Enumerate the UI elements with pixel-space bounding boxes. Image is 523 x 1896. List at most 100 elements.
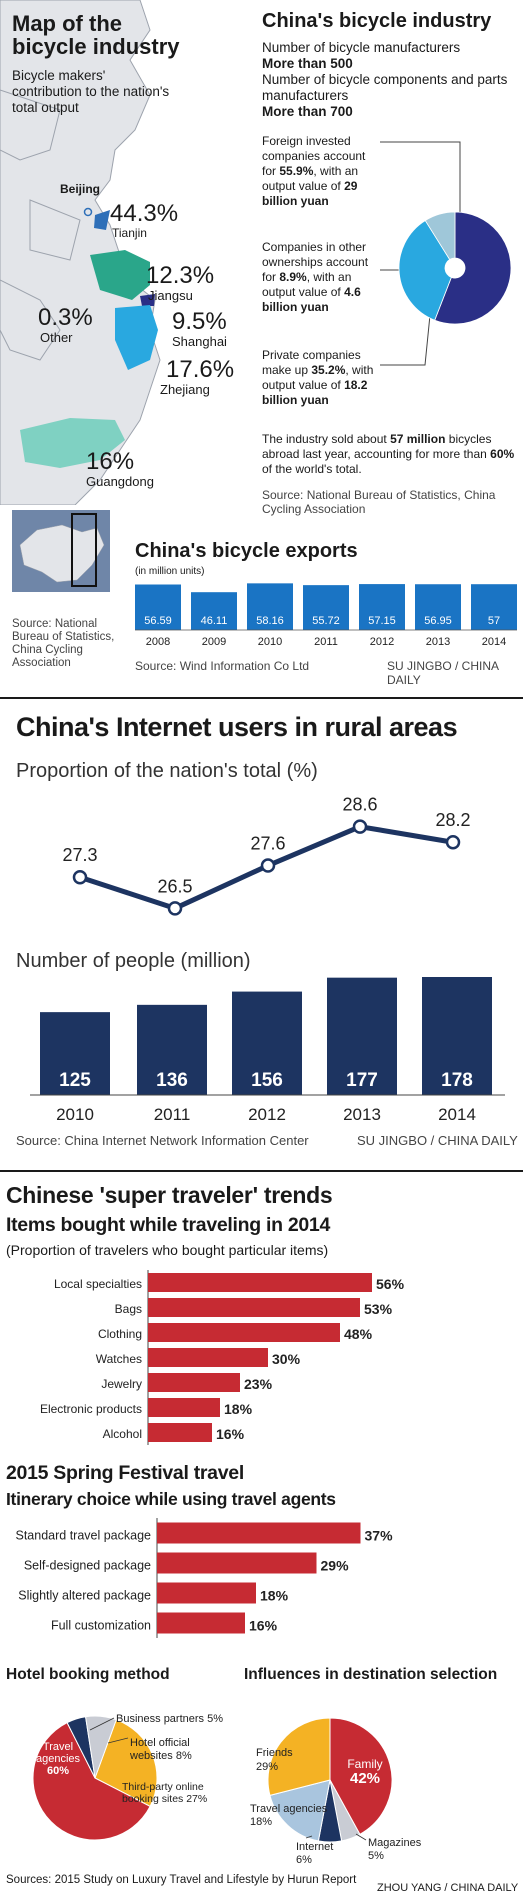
beijing-label: Beijing: [60, 182, 101, 196]
proportion-label: 28.2: [435, 810, 470, 830]
export-year-label: 2009: [202, 636, 226, 648]
pie-label-line: Business partners 5%: [116, 1713, 223, 1725]
pie-label: Hotel official websites 8%: [129, 1737, 192, 1762]
proportion-point: [167, 901, 183, 916]
bar-category-label: Clothing: [98, 1327, 142, 1341]
bar-category-label: Local specialties: [54, 1277, 142, 1291]
users-bar: [327, 977, 397, 1095]
export-bar-label: 58.16: [256, 615, 284, 627]
export-bar: [135, 584, 181, 630]
tianjin-value: 44.3%: [110, 200, 179, 227]
bar-category-label: Watches: [96, 1352, 142, 1366]
province-borders: [0, 89, 81, 361]
shanghai-region: [140, 294, 155, 306]
internet-title: China's Internet users in rural areas: [16, 712, 458, 742]
pie-label-line: Internet: [296, 1841, 333, 1853]
sold-num: 57 million: [390, 432, 446, 446]
influence-pie: Family 42% Friends 29% Travel agencies 18% Int…: [250, 1717, 422, 1866]
bar-value: [157, 1552, 317, 1574]
export-year-label: 2010: [258, 636, 282, 648]
export-bar-label: 46.11: [201, 615, 228, 627]
bar-value-label: 48%: [344, 1326, 373, 1342]
bar-value-label: 18%: [260, 1588, 289, 1604]
bar-value: [148, 1423, 212, 1442]
other-ownership-text: Companies in other ownerships account fo…: [262, 240, 369, 314]
items-title: Items bought while traveling in 2014: [6, 1214, 331, 1236]
pie-slice: [32, 1721, 151, 1841]
export-bar-label: 57.15: [368, 615, 396, 627]
pie-leader-line: [107, 1737, 129, 1744]
bar-value-label: 37%: [365, 1528, 394, 1544]
other-value: 0.3%: [38, 304, 93, 331]
spring-title: 2015 Spring Festival travel: [6, 1462, 244, 1484]
export-bar: [415, 584, 461, 630]
foreign-value: 29 billion yuan: [262, 179, 358, 208]
manufacturers-value: More than 500: [262, 56, 353, 71]
pie-label-line: 42%: [350, 1770, 380, 1787]
export-bar: [359, 584, 405, 630]
bar-value: [148, 1298, 360, 1317]
guangdong-value: 16%: [86, 448, 135, 475]
users-bar-label: 136: [156, 1070, 188, 1091]
jiangsu-value: 12.3%: [146, 262, 215, 289]
china-map: [0, 0, 161, 505]
pie-label: Third-party online booking sites 27%: [122, 1781, 207, 1805]
other-value-text: 4.6 billion yuan: [262, 285, 361, 314]
proportion-label: 27.6: [250, 834, 285, 854]
exports-unit: (in million units): [135, 566, 205, 577]
zhejiang-value: 17.6%: [166, 356, 235, 383]
pie-label-line: 60%: [47, 1765, 69, 1777]
users-bar: [422, 977, 492, 1095]
bar-category-label: Bags: [115, 1302, 142, 1316]
pie-label-line: Hotel official: [130, 1737, 190, 1749]
users-year-label: 2014: [438, 1105, 476, 1124]
bar-category-label: Jewelry: [101, 1377, 142, 1391]
users-bar-chart: 125 2010 136 2011 156 2012 177 2013 178 2014: [30, 977, 505, 1124]
industry-source: Source: National Bureau of Statistics, C…: [262, 488, 496, 516]
users-year-label: 2010: [56, 1105, 94, 1124]
bar-value: [148, 1373, 240, 1392]
tianjin-label: Tianjin: [112, 226, 147, 240]
users-bar-label: 125: [59, 1070, 91, 1091]
foreign-text: Foreign invested companies account for 5…: [262, 134, 366, 208]
sold-pct: 60%: [490, 447, 515, 461]
internet-source: Source: China Internet Network Informati…: [16, 1133, 309, 1148]
users-bar: [40, 1012, 110, 1095]
guangdong-label: Guangdong: [86, 474, 154, 489]
inset-frame: [71, 513, 97, 587]
bar-value: [157, 1522, 361, 1544]
export-bar: [191, 592, 237, 630]
proportion-label: 27.3: [62, 845, 97, 865]
exports-title: China's bicycle exports: [135, 540, 358, 562]
donut-slice-2: [398, 219, 452, 321]
zhejiang-label: Zhejiang: [160, 382, 210, 397]
pie-label: Magazines 5%: [368, 1837, 422, 1862]
bar-value: [148, 1348, 268, 1367]
bar-value: [148, 1323, 340, 1342]
pie-label: Travel agencies 60%: [36, 1741, 81, 1777]
pie-label-line: agencies: [36, 1753, 81, 1765]
foreign-pct: 55.9%: [279, 164, 314, 178]
internet-credit: SU JINGBO / CHINA DAILY: [357, 1133, 518, 1148]
pie-slice: [267, 1717, 331, 1797]
hotel-title: Hotel booking method: [6, 1666, 170, 1683]
pie-label-line: Travel: [43, 1741, 73, 1753]
guangdong-region: [20, 418, 125, 468]
export-bar: [303, 585, 349, 630]
bar-category-label: Full customization: [51, 1619, 151, 1633]
bar-value-label: 30%: [272, 1351, 301, 1367]
users-bar: [137, 1004, 207, 1095]
pie-label-line: Magazines: [368, 1837, 422, 1849]
export-year-label: 2008: [146, 636, 170, 648]
private-text: Private companies make up 35.2%, with ou…: [262, 348, 374, 407]
bar-value-label: 23%: [244, 1376, 273, 1392]
exports-chart: 56.59 2008 46.11 2009 58.16 2010 55.72 2011 57.1…: [135, 583, 517, 648]
exports-source: Source: Wind Information Co Ltd: [135, 659, 310, 673]
export-bar-label: 56.59: [144, 615, 172, 627]
map-subtitle: Bicycle makers' contribution to the nati…: [12, 68, 170, 115]
proportion-point: [260, 858, 276, 873]
pie-slice: [85, 1715, 117, 1779]
divider-2: [0, 1170, 523, 1172]
bar-value-label: 18%: [224, 1401, 253, 1417]
export-year-label: 2011: [314, 636, 338, 648]
